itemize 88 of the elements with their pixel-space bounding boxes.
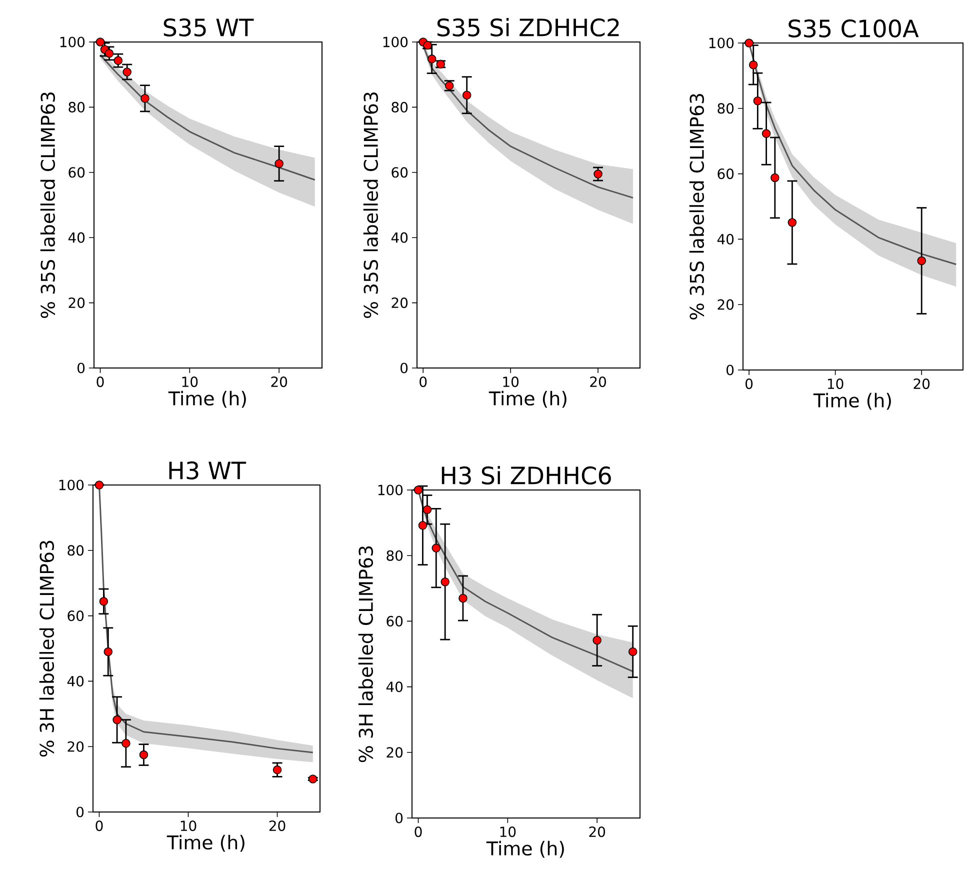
x-tick-label: 10 [500,826,516,838]
point [140,94,150,103]
line-series [100,54,316,181]
x-tick-label: 0 [96,376,104,388]
point [753,96,762,106]
point [99,597,108,606]
chart-title: H3 Si ZDHHC6 [442,466,611,485]
y-tick-label: 40 [717,234,734,244]
y-tick-label: 80 [392,102,408,112]
y-tick-label: 60 [68,167,85,178]
y-tick-label: 100 [709,38,734,48]
point [427,54,436,64]
x-axis-title: Time (h) [813,392,891,410]
point [274,159,284,168]
y-tick-label: 80 [68,545,84,556]
y-axis-title: % 3H labelled CLIMP63 [39,540,54,757]
point [114,56,123,65]
x-tick-label: 10 [182,376,198,388]
y-tick-label: 80 [718,103,734,114]
y-tick-label: 0 [78,362,85,374]
point [592,636,602,645]
chart-title: H3 WT [169,461,246,480]
y-tick-label: 40 [391,232,408,243]
point [432,544,441,552]
y-axis-title: % 35S labelled CLIMP63 [40,92,56,318]
point [917,256,926,266]
y-tick-label: 100 [60,36,85,48]
y-tick-label: 40 [68,232,85,243]
point [628,647,638,656]
y-tick-label: 60 [68,610,84,622]
x-axis-title: Time (h) [168,390,246,408]
point [139,750,148,760]
y-tick-label: 80 [68,102,85,112]
point [440,577,450,586]
y-tick-label: 100 [383,36,408,48]
y-tick-label: 0 [726,364,734,376]
x-tick-label: 10 [828,378,844,390]
x-axis-title: Time (h) [488,390,566,408]
point [272,765,282,774]
y-tick-label: 20 [386,747,403,758]
y-tick-label: 0 [76,806,84,818]
y-tick-label: 40 [67,676,84,686]
x-tick-label: 10 [180,820,196,832]
point [788,218,797,227]
x-tick-label: 0 [420,376,427,388]
y-tick-label: 60 [392,167,408,178]
x-tick-label: 20 [589,826,606,838]
point [422,505,432,514]
x-tick-label: 20 [271,376,288,388]
y-tick-label: 100 [59,480,84,490]
y-tick-label: 0 [396,812,403,824]
y-axis-title: % 35S labelled CLIMP63 [689,94,704,320]
y-tick-label: 60 [718,168,734,180]
y-tick-label: 0 [400,362,408,374]
point [122,68,132,76]
y-axis-title: % 35S labelled CLIMP63 [363,92,378,318]
x-tick-label: 20 [590,376,606,388]
y-tick-label: 20 [392,298,408,308]
point [104,647,113,656]
point [458,594,468,603]
x-tick-label: 10 [503,376,519,388]
point [594,170,602,178]
x-tick-label: 0 [746,378,753,390]
x-tick-label: 20 [269,820,286,832]
x-axis-title: Time (h) [166,834,244,852]
y-axis-title: % 3H labelled CLIMP63 [358,546,374,762]
y-tick-label: 100 [378,484,403,496]
point [112,715,122,724]
point [770,173,780,182]
y-tick-label: 80 [386,550,403,561]
x-tick-label: 0 [414,826,422,838]
chart-title: S35 WT [164,18,254,36]
point [762,129,771,138]
point [748,60,758,70]
point [418,521,428,530]
x-axis-title: Time (h) [486,840,564,858]
y-tick-label: 20 [718,299,734,310]
y-tick-label: 20 [68,298,85,308]
point [462,90,472,100]
chart-title: S35 C100A [788,19,919,38]
point [308,774,318,784]
point [122,738,130,748]
chart-title: S35 Si ZDHHC2 [437,18,619,36]
x-tick-label: 20 [914,378,930,390]
y-tick-label: 60 [386,616,403,626]
y-tick-label: 20 [68,741,84,752]
y-tick-label: 40 [386,682,403,692]
x-tick-label: 0 [96,820,103,832]
